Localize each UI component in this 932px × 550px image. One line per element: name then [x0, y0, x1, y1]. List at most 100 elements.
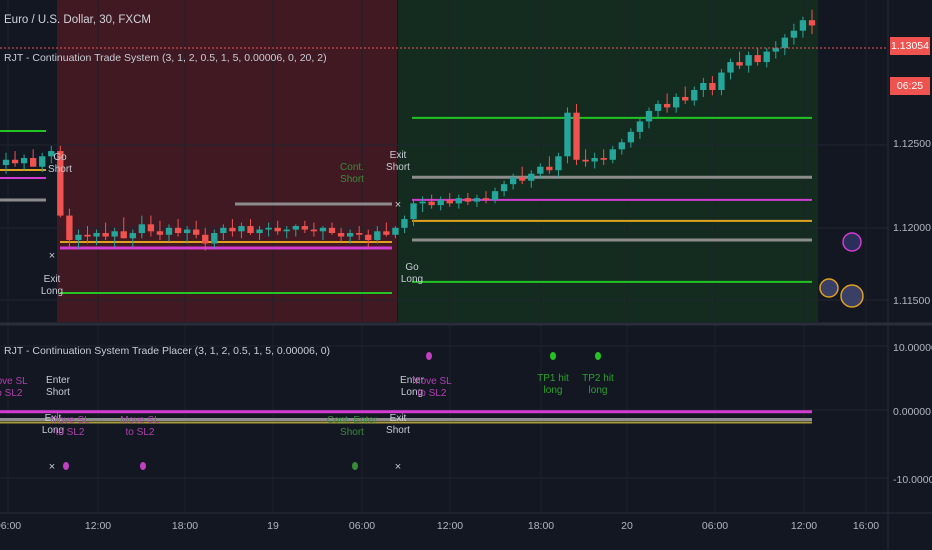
candle-body[interactable]	[57, 151, 64, 216]
candle-body[interactable]	[727, 62, 734, 73]
candle-body[interactable]	[328, 227, 336, 234]
candle-body[interactable]	[672, 96, 680, 108]
candle-body[interactable]	[473, 198, 481, 202]
candle-body[interactable]	[582, 159, 589, 162]
candle-body[interactable]	[573, 112, 580, 160]
candle-body[interactable]	[156, 231, 164, 235]
candle-body[interactable]	[654, 103, 662, 111]
candle-body[interactable]	[700, 83, 707, 90]
candle-body[interactable]	[745, 55, 752, 66]
candle-body[interactable]	[29, 158, 37, 167]
candle-body[interactable]	[39, 156, 46, 167]
candle-body[interactable]	[500, 184, 508, 192]
candle-body[interactable]	[618, 142, 625, 150]
candle-body[interactable]	[165, 227, 173, 235]
flag-icon[interactable]	[840, 284, 864, 308]
candle-body[interactable]	[346, 233, 354, 237]
flag-icon[interactable]	[819, 278, 839, 298]
candle-body[interactable]	[682, 96, 689, 101]
candle-body[interactable]	[20, 158, 28, 164]
candle-body[interactable]	[75, 234, 82, 241]
candle-body[interactable]	[310, 229, 318, 232]
candle-body[interactable]	[93, 233, 100, 237]
candle-body[interactable]	[528, 173, 535, 181]
candle-body[interactable]	[211, 233, 218, 244]
candle-body[interactable]	[102, 233, 109, 237]
candle-body[interactable]	[555, 156, 562, 171]
candle-body[interactable]	[392, 227, 399, 235]
candle-body[interactable]	[401, 219, 408, 228]
candle-body[interactable]	[564, 112, 571, 157]
candle-body[interactable]	[428, 201, 435, 206]
candle-body[interactable]	[627, 131, 635, 143]
candle-body[interactable]	[374, 231, 381, 241]
candle-body[interactable]	[111, 231, 118, 237]
candle-body[interactable]	[11, 159, 19, 164]
candle-body[interactable]	[645, 110, 653, 122]
candle-body[interactable]	[147, 224, 155, 232]
candle-body[interactable]	[437, 199, 444, 206]
candle-body[interactable]	[292, 226, 299, 230]
candle-body[interactable]	[781, 37, 789, 49]
candle-body[interactable]	[455, 198, 462, 204]
candle-body[interactable]	[274, 227, 281, 232]
candles[interactable]	[2, 9, 816, 251]
candle-body[interactable]	[636, 121, 644, 132]
candle-body[interactable]	[283, 229, 290, 232]
candle-body[interactable]	[691, 89, 698, 101]
candle-body[interactable]	[663, 103, 671, 108]
candle-body[interactable]	[763, 51, 770, 63]
symbol-title[interactable]: Euro / U.S. Dollar, 30, FXCM	[4, 14, 151, 26]
candle-body[interactable]	[772, 48, 779, 52]
candle-body[interactable]	[84, 234, 91, 237]
signal-dot	[550, 352, 556, 360]
candle-body[interactable]	[183, 229, 191, 234]
indicator-title-top[interactable]: RJT - Continuation Trade System (3, 1, 2…	[4, 52, 327, 64]
candle-body[interactable]	[537, 166, 544, 174]
candle-body[interactable]	[238, 226, 245, 232]
candle-body[interactable]	[265, 227, 272, 230]
candle-body[interactable]	[356, 233, 363, 235]
candle-body[interactable]	[419, 201, 426, 204]
candle-body[interactable]	[129, 233, 136, 239]
candle-body[interactable]	[138, 224, 146, 234]
candle-body[interactable]	[790, 30, 798, 38]
candle-body[interactable]	[365, 234, 372, 241]
candle-body[interactable]	[754, 55, 761, 63]
candle-body[interactable]	[799, 20, 807, 31]
candle-body[interactable]	[256, 229, 263, 234]
candle-body[interactable]	[808, 20, 816, 26]
candle-body[interactable]	[193, 229, 200, 235]
event-flags[interactable]	[819, 232, 864, 308]
candle-body[interactable]	[736, 62, 743, 66]
candle-body[interactable]	[229, 227, 236, 232]
candle-body[interactable]	[600, 158, 607, 160]
candle-body[interactable]	[491, 191, 499, 200]
candle-body[interactable]	[120, 231, 127, 239]
candle-body[interactable]	[709, 83, 716, 90]
candle-body[interactable]	[482, 198, 490, 200]
candle-body[interactable]	[2, 159, 10, 165]
candle-body[interactable]	[66, 215, 73, 241]
candle-body[interactable]	[591, 158, 598, 162]
candle-body[interactable]	[464, 198, 472, 202]
candle-body[interactable]	[609, 149, 616, 160]
indicator-title-bottom[interactable]: RJT - Continuation System Trade Placer (…	[4, 345, 331, 357]
candle-body[interactable]	[337, 233, 345, 237]
candle-body[interactable]	[319, 227, 327, 232]
candle-body[interactable]	[174, 227, 182, 234]
candle-body[interactable]	[718, 72, 725, 90]
candle-body[interactable]	[202, 234, 209, 244]
candle-body[interactable]	[383, 231, 390, 235]
candle-body[interactable]	[546, 166, 553, 171]
candle-body[interactable]	[410, 203, 417, 220]
candle-body[interactable]	[247, 226, 254, 234]
candle-body[interactable]	[220, 227, 227, 234]
flag-icon[interactable]	[842, 232, 862, 252]
candle-body[interactable]	[446, 199, 453, 204]
candle-body[interactable]	[48, 151, 55, 157]
candle-body[interactable]	[519, 177, 526, 181]
candle-body[interactable]	[301, 226, 309, 230]
candle-body[interactable]	[509, 177, 517, 185]
